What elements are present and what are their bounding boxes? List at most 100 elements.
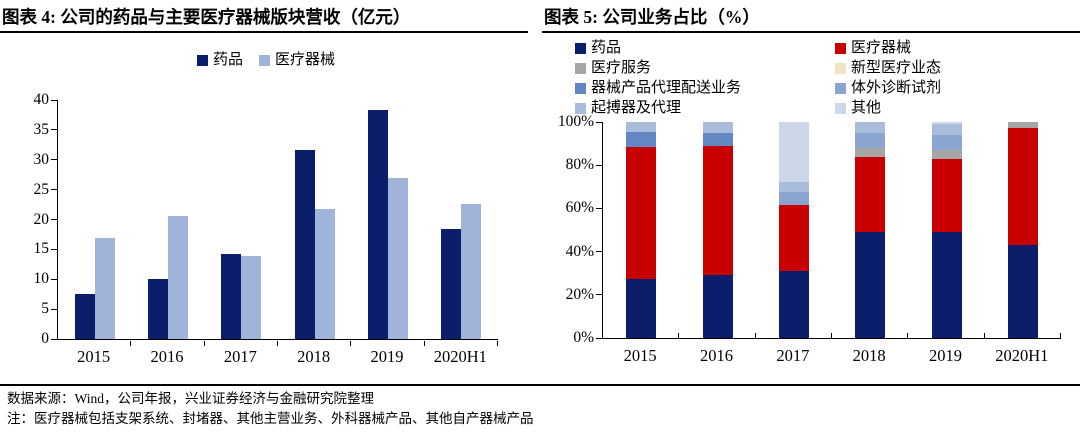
x-axis-tick [754,333,756,338]
y-axis-tick-label: 20% [565,285,594,303]
legend-item-ivd-reagents: 体外诊断试剂 [835,79,941,98]
bar-medical-devices-2019 [931,158,962,233]
legend-label: 起搏器及代理 [591,100,682,116]
x-axis-category-label: 2015 [77,347,111,366]
y-axis-tick [51,278,57,280]
x-axis-category-label: 2016 [150,347,184,366]
y-axis-tick [596,164,602,166]
legend-label: 医疗服务 [591,60,652,76]
y-axis-tick [596,294,602,296]
y-axis-tick-label: 15 [33,240,50,258]
x-axis-category-label: 2018 [852,346,886,365]
x-axis-tick [130,340,132,346]
bar-ivd-reagents-2017 [778,192,809,206]
y-axis-tick [51,308,57,310]
legend-item-medical-services: 医疗服务 [575,59,651,78]
y-axis-tick-label: 100% [557,113,594,130]
titles-row: 图表 4: 公司的药品与主要医疗器械版块营收（亿元） 图表 5: 公司业务占比（… [0,0,1080,33]
legend-item-pacemaker-and-agency: 起搏器及代理 [575,99,681,118]
bar-medical-devices-2018 [314,209,335,339]
bar-others-2017 [778,122,809,183]
y-axis-tick-label: 10 [33,270,50,288]
x-axis-category-label: 2016 [700,346,733,365]
bar-medical-devices-2020H1 [461,203,482,339]
bar-pacemaker-and-agency-2017 [778,182,809,193]
bar-pacemaker-and-agency-2015 [626,122,657,132]
bar-medical-devices-2015 [626,146,657,279]
x-axis-tick [983,333,985,338]
legend-item-others: 其他 [835,99,881,118]
legend-label: 新型医疗业态 [851,60,942,76]
legend-label: 医疗器械 [851,40,912,56]
y-axis-tick-label: 0% [573,329,594,346]
bar-pharma-2017 [221,254,242,339]
y-axis-tick [51,189,57,191]
bar-pacemaker-and-agency-2018 [855,122,886,133]
bar-pacemaker-and-agency-2016 [702,122,733,133]
legend-swatch-pharma [575,43,586,54]
y-axis-tick [596,121,602,123]
bar-medical-devices-2020H1 [1007,128,1038,246]
bar-pharma-2018 [294,150,315,339]
source-note: 数据来源：Wind，公司年报，兴业证券经济与金融研究院整理 [7,391,374,406]
chart-footnotes: 数据来源：Wind，公司年报，兴业证券经济与金融研究院整理 注：医疗器械包括支架… [0,384,1080,429]
x-axis-category-label: 2020H1 [433,347,487,366]
legend-item-pharma: 药品 [196,51,243,70]
y-axis-tick-label: 30 [33,150,50,168]
bar-device-agency-distribution-2016 [702,132,733,146]
bar-pharma-2020H1 [1007,245,1038,338]
x-axis-category-label: 2017 [776,346,810,365]
legend-item-medical-devices: 医疗器械 [259,51,335,70]
y-axis-tick [596,337,602,339]
bar-medical-services-2020H1 [1007,122,1038,129]
x-axis-category-label: 2020H1 [995,346,1049,365]
bar-pharma-2017 [778,271,809,338]
plot-area [602,122,1061,339]
bar-medical-devices-2017 [778,205,809,272]
bar-medical-devices-2015 [94,238,115,339]
figure4-legend: 药品 医疗器械 [0,51,532,70]
y-axis-tick-label: 25 [33,180,50,198]
bar-medical-devices-2016 [702,145,733,276]
y-axis-tick-label: 80% [565,156,594,174]
legend-swatch-medical-devices [259,55,270,66]
x-axis-tick [831,333,832,338]
y-axis-tick-label: 35 [33,120,50,138]
bar-pharma-2015 [74,293,95,339]
bar-medical-devices-2016 [168,215,188,339]
x-axis-category-label: 2019 [370,347,404,366]
y-axis-tick-label: 40 [33,91,50,108]
y-axis-tick [51,219,57,220]
bar-pharma-2018 [855,232,886,338]
x-axis-tick [907,333,909,338]
y-axis-tick-label: 20 [33,210,50,228]
y-axis-tick-label: 0 [41,330,49,347]
bar-pharma-2016 [702,275,733,338]
legend-swatch-medical-devices [835,43,846,54]
bar-medical-devices-2018 [855,156,886,233]
bar-medical-services-2018 [855,147,886,157]
legend-label: 其他 [851,100,882,116]
figure4-title: 图表 4: 公司的药品与主要医疗器械版块营收（亿元） [0,0,529,33]
y-axis-tick [51,338,57,340]
y-axis-tick-label: 5 [41,300,49,318]
legend-item-new-healthcare-business: 新型医疗业态 [835,59,941,78]
bar-ivd-reagents-2018 [855,132,886,148]
y-axis-tick [51,129,57,131]
y-axis-tick [596,207,602,209]
legend-label: 体外诊断试剂 [851,80,942,96]
bar-pharma-2015 [626,278,657,338]
x-axis-category-label: 2017 [223,347,257,366]
legend-label: 医疗器械 [275,52,336,68]
legend-item-pharma: 药品 [575,39,621,58]
legend-swatch-pharma [196,55,208,66]
figure5-stacked-chart: 药品 医疗器械 医疗服务 新型医疗业态 器械产品代理配送业务 体外诊断试剂 起搏器及代理 其他… [540,35,1080,387]
bar-pharma-2019 [368,109,388,339]
device-definition-note: 注：医疗器械包括支架系统、封堵器、其他主营业务、外科器械产品、其他自产器械产品 [7,411,534,426]
legend-swatch-medical-services [575,63,586,74]
y-axis-tick-label: 40% [565,242,594,260]
plot-area [57,100,498,340]
bar-device-agency-distribution-2015 [626,131,657,147]
legend-label: 药品 [212,52,243,68]
x-axis-tick [350,340,352,346]
